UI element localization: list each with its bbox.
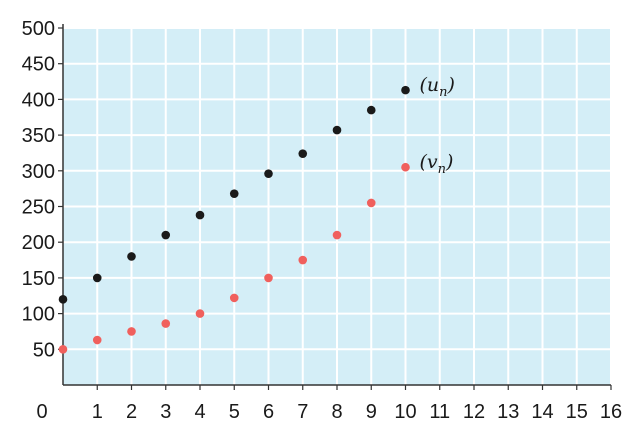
x-tick-label: 9 bbox=[366, 401, 377, 421]
y-tick-label: 500 bbox=[22, 18, 55, 40]
series-labels: (un) (vn) bbox=[420, 74, 455, 177]
data-point-series-1 bbox=[332, 125, 342, 135]
y-tick-label: 200 bbox=[22, 232, 55, 254]
series-label-1: (un) bbox=[420, 74, 455, 100]
x-tick-label: 16 bbox=[600, 401, 622, 421]
y-tick-label: 250 bbox=[22, 197, 55, 219]
data-point-series-2 bbox=[298, 255, 308, 265]
x-tick-label: 4 bbox=[194, 401, 205, 421]
x-tick-label: 7 bbox=[297, 401, 308, 421]
x-axis-tick-labels: 0 1 2 3 4 5 6 7 8 9 10 11 12 13 14 15 16 bbox=[36, 401, 622, 421]
data-points bbox=[58, 85, 410, 354]
y-tick-label: 350 bbox=[22, 125, 55, 147]
x-tick-label: 11 bbox=[429, 401, 450, 421]
data-point-series-2 bbox=[264, 273, 273, 283]
axes bbox=[58, 24, 612, 390]
x-tick-label: 2 bbox=[126, 401, 137, 421]
data-point-series-1 bbox=[366, 105, 376, 115]
data-point-series-1 bbox=[401, 85, 410, 95]
x-tick-label: 3 bbox=[160, 401, 171, 421]
data-point-series-1 bbox=[92, 273, 102, 283]
data-point-series-1 bbox=[161, 230, 171, 240]
x-tick-label: 15 bbox=[566, 401, 588, 421]
data-point-series-2 bbox=[161, 319, 171, 328]
data-point-series-2 bbox=[195, 309, 205, 318]
x-tick-label: 1 bbox=[92, 401, 103, 421]
series-label-2: (vn) bbox=[420, 151, 454, 177]
grid-lines bbox=[63, 27, 612, 385]
x-tick-label: 12 bbox=[463, 401, 485, 421]
data-point-series-1 bbox=[127, 252, 136, 261]
y-tick-label: 450 bbox=[22, 54, 55, 76]
x-tick-label: 6 bbox=[263, 401, 274, 421]
data-point-series-2 bbox=[92, 335, 102, 345]
x-tick-label: 0 bbox=[36, 401, 47, 421]
data-point-series-1 bbox=[264, 169, 273, 178]
y-tick-label: 100 bbox=[22, 304, 55, 326]
data-point-series-1 bbox=[298, 149, 308, 158]
y-tick-label: 50 bbox=[33, 339, 55, 361]
data-point-series-2 bbox=[366, 198, 376, 208]
data-point-series-2 bbox=[229, 293, 239, 303]
data-point-series-2 bbox=[332, 230, 342, 240]
data-point-series-1 bbox=[229, 189, 239, 198]
data-point-series-1 bbox=[58, 295, 68, 304]
data-point-series-1 bbox=[195, 210, 205, 220]
y-tick-label: 150 bbox=[22, 268, 55, 290]
y-tick-label: 300 bbox=[22, 161, 55, 183]
x-tick-label: 13 bbox=[497, 401, 519, 421]
x-tick-label: 14 bbox=[531, 401, 553, 421]
data-point-series-2 bbox=[58, 345, 68, 354]
x-tick-label: 5 bbox=[229, 401, 240, 421]
data-point-series-2 bbox=[401, 162, 410, 172]
data-point-series-2 bbox=[127, 327, 136, 336]
y-axis-tick-labels: 50 100 150 200 250 300 350 400 450 500 bbox=[22, 18, 55, 361]
x-tick-label: 10 bbox=[394, 401, 416, 421]
y-tick-label: 400 bbox=[22, 89, 55, 111]
x-tick-label: 8 bbox=[331, 401, 342, 421]
